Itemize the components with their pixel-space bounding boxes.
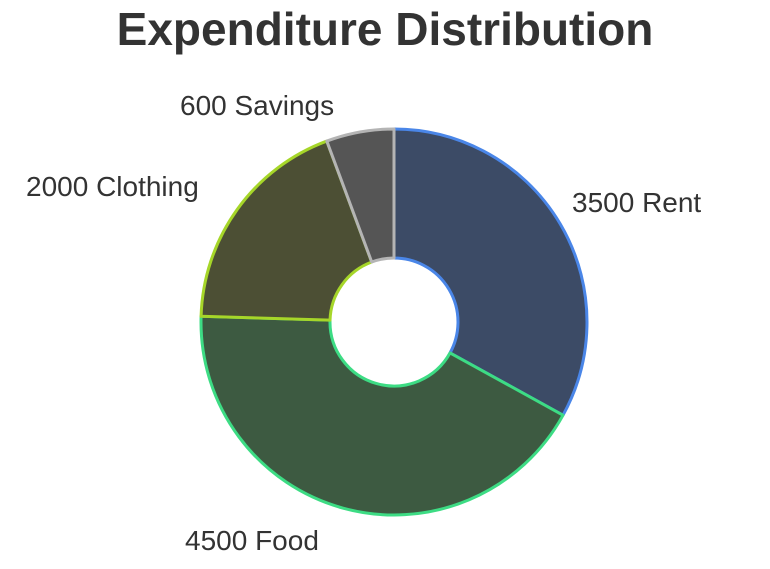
slice-label-food: 4500 Food xyxy=(185,525,319,556)
chart-title: Expenditure Distribution xyxy=(116,3,654,55)
slice-food xyxy=(199,314,565,517)
slice-label-savings: 600 Savings xyxy=(180,90,334,121)
slice-label-clothing: 2000 Clothing xyxy=(26,171,199,202)
slices-group xyxy=(199,127,589,517)
slice-label-rent: 3500 Rent xyxy=(572,187,701,218)
slice-clothing xyxy=(199,139,374,322)
labels-group: 3500 Rent 4500 Food 2000 Clothing 600 Savin… xyxy=(26,90,701,556)
slice-savings xyxy=(325,127,396,264)
slice-rent xyxy=(392,127,589,417)
